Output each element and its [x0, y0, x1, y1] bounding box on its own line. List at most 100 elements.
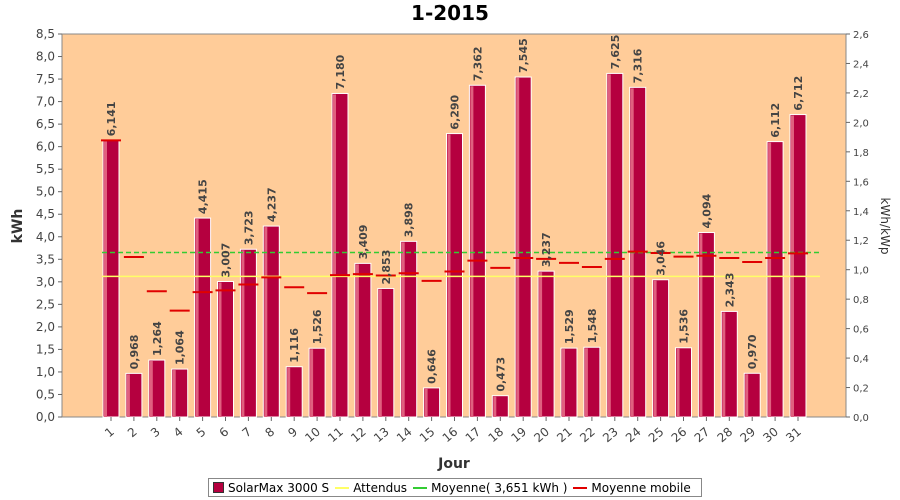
legend: SolarMax 3000 S Attendus Moyenne( 3,651 … [208, 478, 702, 497]
x-tick-label: 10 [302, 425, 323, 446]
y2-tick-label: 2,4 [853, 59, 869, 70]
bar-value-label: 7,362 [471, 46, 484, 81]
x-tick-label: 21 [554, 425, 575, 446]
bar-highlight [676, 348, 680, 417]
bar-highlight [424, 388, 428, 417]
y-tick-label: 6,0 [36, 140, 55, 154]
y-tick-label: 1,5 [36, 342, 55, 356]
bar-value-label: 1,064 [174, 330, 187, 365]
bar-highlight [699, 233, 703, 417]
y-tick-label: 3,5 [36, 252, 55, 266]
bar-value-label: 4,415 [197, 179, 210, 214]
x-tick-label: 5 [194, 425, 209, 441]
bar-highlight [722, 312, 726, 417]
bar-value-label: 7,316 [632, 48, 645, 83]
x-axis-title: Jour [437, 456, 470, 472]
bar-highlight [607, 74, 611, 418]
bar-value-label: 3,409 [357, 225, 370, 260]
y-tick-label: 3,0 [36, 275, 55, 289]
y2-tick-label: 0,4 [853, 354, 869, 365]
bar-value-label: 3,046 [655, 241, 668, 276]
bar-value-label: 3,898 [403, 203, 416, 238]
bar-highlight [516, 78, 520, 417]
bar-value-label: 7,545 [517, 38, 530, 73]
y2-tick-label: 1,0 [853, 266, 869, 277]
bar-highlight [401, 242, 405, 417]
x-tick-label: 23 [600, 425, 621, 446]
x-tick-label: 1 [102, 425, 117, 441]
bar-value-label: 7,625 [609, 35, 622, 70]
bar-value-label: 2,853 [380, 250, 393, 285]
x-tick-label: 31 [783, 425, 804, 446]
bar-highlight [562, 349, 565, 417]
bar-highlight [539, 272, 543, 417]
y2-tick-label: 1,8 [853, 148, 869, 159]
y-tick-label: 7,0 [36, 95, 55, 109]
bar-value-label: 4,094 [700, 193, 713, 228]
y2-tick-label: 2,0 [853, 118, 869, 129]
bar-value-label: 6,112 [769, 103, 782, 138]
bar-highlight [493, 396, 497, 417]
x-tick-label: 16 [440, 425, 461, 446]
bar-highlight [310, 349, 314, 417]
x-tick-label: 30 [760, 425, 781, 446]
bar-highlight [355, 264, 359, 417]
legend-item-solarmax: SolarMax 3000 S [213, 481, 329, 495]
bar-highlight [745, 374, 749, 417]
y-tick-label: 0,5 [36, 387, 55, 401]
y2-tick-label: 0,8 [853, 295, 869, 306]
legend-swatch-moyenne-mobile [573, 486, 588, 489]
bar-value-label: 1,116 [288, 328, 301, 363]
bar-highlight [172, 370, 176, 417]
legend-item-moyenne-mobile: Moyenne mobile [573, 480, 691, 495]
x-tick-label: 13 [371, 425, 392, 446]
bar-highlight [378, 289, 382, 417]
y-tick-label: 4,0 [36, 230, 55, 244]
y-tick-label: 2,0 [36, 320, 55, 334]
bar-highlight [149, 361, 153, 417]
x-tick-label: 7 [239, 425, 254, 441]
y2-axis-title: kWh/kWp [878, 198, 892, 255]
x-tick-label: 29 [737, 425, 758, 446]
x-tick-label: 8 [262, 425, 277, 441]
bar-highlight [768, 142, 772, 417]
x-tick-label: 19 [508, 425, 529, 446]
x-tick-label: 14 [394, 425, 415, 446]
y-tick-label: 1,0 [36, 365, 55, 379]
bar-value-label: 1,526 [311, 309, 324, 344]
bar-value-label: 6,290 [449, 94, 462, 129]
bar-value-label: 3,723 [242, 210, 255, 245]
bar-highlight [104, 141, 107, 417]
bar-value-label: 0,473 [494, 357, 507, 392]
y2-tick-label: 2,2 [853, 89, 869, 100]
x-tick-label: 25 [646, 425, 667, 446]
bar-highlight [195, 219, 199, 417]
x-tick-label: 2 [125, 425, 140, 441]
x-tick-label: 20 [531, 425, 552, 446]
bar-highlight [264, 227, 268, 417]
x-tick-label: 12 [348, 425, 369, 446]
x-tick-label: 27 [692, 425, 713, 446]
x-tick-label: 17 [463, 425, 484, 446]
legend-label-moyenne: Moyenne( 3,651 kWh ) [431, 480, 568, 495]
bar-value-label: 1,548 [586, 308, 599, 343]
bar-value-label: 0,646 [426, 349, 439, 384]
bar-highlight [653, 280, 657, 417]
y2-tick-label: 2,6 [853, 30, 869, 41]
legend-label-moyenne-mobile: Moyenne mobile [591, 480, 691, 495]
y2-tick-label: 0,6 [853, 325, 869, 336]
bar-highlight [287, 367, 291, 417]
legend-label-solarmax: SolarMax 3000 S [228, 480, 330, 495]
y-axis-title: kWh [10, 209, 26, 244]
bar-value-label: 0,970 [746, 334, 759, 369]
chart-title: 1-2015 [411, 1, 489, 25]
bar-value-label: 1,529 [563, 309, 576, 344]
x-tick-label: 18 [486, 425, 507, 446]
y-tick-label: 8,5 [36, 27, 55, 41]
legend-swatch-attendus [335, 486, 350, 489]
x-tick-label: 9 [285, 425, 300, 441]
bar-value-label: 2,343 [723, 273, 736, 308]
y2-tick-label: 1,4 [853, 207, 869, 218]
y-tick-label: 8,0 [36, 50, 55, 64]
